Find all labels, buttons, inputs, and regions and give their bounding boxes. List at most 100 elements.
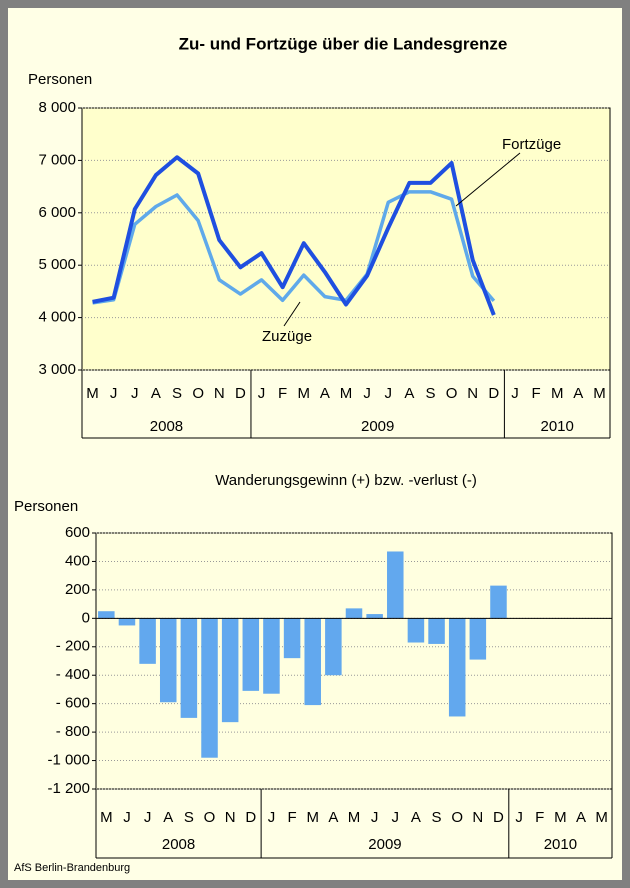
bar bbox=[139, 618, 156, 664]
x-group-label: 2008 bbox=[150, 418, 183, 435]
x-tick-label: M bbox=[348, 809, 361, 826]
bar bbox=[490, 585, 507, 619]
x-tick-label: N bbox=[472, 809, 483, 826]
chart-title: Wanderungsgewinn (+) bzw. -verlust (-) bbox=[215, 472, 477, 489]
bar bbox=[180, 618, 198, 718]
label-leader bbox=[455, 152, 521, 207]
x-group-label: 2008 bbox=[162, 836, 195, 853]
x-tick-label: A bbox=[163, 809, 173, 826]
x-tick-label: A bbox=[320, 385, 330, 402]
x-tick-label: O bbox=[451, 809, 463, 826]
x-tick-label: O bbox=[446, 385, 458, 402]
y-tick-label: 4 000 bbox=[38, 309, 76, 326]
x-tick-label: M bbox=[551, 385, 564, 402]
x-tick-label: M bbox=[306, 809, 319, 826]
chart-title: Zu- und Fortzüge über die Landesgrenze bbox=[179, 34, 508, 53]
x-tick-label: A bbox=[151, 385, 161, 402]
legend-label: Fortzüge bbox=[502, 136, 561, 153]
bar bbox=[201, 618, 218, 758]
x-tick-label: D bbox=[488, 385, 499, 402]
x-group-label: 2010 bbox=[541, 418, 574, 435]
y-tick-label: 600 bbox=[65, 524, 90, 541]
x-tick-label: J bbox=[363, 385, 371, 402]
bar bbox=[345, 608, 363, 619]
bar bbox=[242, 618, 260, 691]
x-group-label: 2010 bbox=[544, 836, 577, 853]
x-tick-label: J bbox=[110, 385, 118, 402]
bar bbox=[407, 618, 425, 643]
x-tick-label: M bbox=[340, 385, 353, 402]
x-tick-label: N bbox=[467, 385, 478, 402]
x-tick-label: J bbox=[123, 809, 131, 826]
y-tick-label: 0 bbox=[82, 609, 90, 626]
bar bbox=[221, 618, 239, 723]
y-tick-label: 6 000 bbox=[38, 204, 76, 221]
x-tick-label: J bbox=[371, 809, 379, 826]
x-tick-label: M bbox=[298, 385, 311, 402]
x-tick-label: O bbox=[204, 809, 216, 826]
x-tick-label: F bbox=[287, 809, 296, 826]
x-tick-label: N bbox=[225, 809, 236, 826]
x-group-label: 2009 bbox=[368, 836, 401, 853]
x-tick-label: A bbox=[411, 809, 421, 826]
y-tick-label: -1 200 bbox=[47, 780, 90, 797]
x-tick-label: A bbox=[573, 385, 583, 402]
bar bbox=[387, 551, 404, 619]
bar bbox=[428, 618, 445, 644]
y-tick-label: 5 000 bbox=[38, 256, 76, 273]
bar bbox=[98, 611, 115, 619]
x-group-label: 2009 bbox=[361, 418, 394, 435]
x-tick-label: M bbox=[100, 809, 113, 826]
x-tick-label: A bbox=[404, 385, 414, 402]
x-tick-label: J bbox=[515, 809, 523, 826]
x-tick-label: S bbox=[184, 809, 194, 826]
x-tick-label: J bbox=[144, 809, 152, 826]
bar bbox=[469, 618, 487, 660]
bar bbox=[304, 618, 321, 706]
x-tick-label: J bbox=[392, 809, 400, 826]
bar bbox=[118, 618, 136, 626]
x-tick-label: J bbox=[258, 385, 266, 402]
x-tick-label: D bbox=[235, 385, 246, 402]
y-tick-label: 400 bbox=[65, 552, 90, 569]
x-tick-label: J bbox=[131, 385, 139, 402]
x-tick-label: M bbox=[593, 385, 606, 402]
y-tick-label: 200 bbox=[65, 581, 90, 598]
x-tick-label: S bbox=[425, 385, 435, 402]
x-tick-label: D bbox=[493, 809, 504, 826]
plot-area bbox=[81, 107, 611, 371]
bar bbox=[263, 618, 280, 694]
y-axis-label: Personen bbox=[14, 498, 78, 515]
y-tick-label: 8 000 bbox=[38, 99, 76, 116]
legend-label: Zuzüge bbox=[262, 328, 312, 345]
x-tick-label: J bbox=[268, 809, 276, 826]
x-tick-label: M bbox=[86, 385, 99, 402]
footer: AfS Berlin-Brandenburg bbox=[14, 862, 130, 874]
x-tick-label: F bbox=[535, 809, 544, 826]
x-tick-label: J bbox=[511, 385, 519, 402]
x-tick-label: M bbox=[595, 809, 608, 826]
bar bbox=[448, 618, 466, 717]
bar bbox=[366, 614, 383, 619]
x-tick-label: J bbox=[384, 385, 392, 402]
y-tick-label: 3 000 bbox=[38, 361, 76, 378]
x-tick-label: A bbox=[576, 809, 586, 826]
y-tick-label: - 800 bbox=[56, 723, 90, 740]
x-tick-label: A bbox=[328, 809, 338, 826]
line-series bbox=[92, 155, 496, 316]
y-tick-label: 7 000 bbox=[38, 151, 76, 168]
x-tick-label: S bbox=[172, 385, 182, 402]
y-axis-label: Personen bbox=[28, 71, 92, 88]
bar bbox=[283, 618, 301, 659]
x-tick-label: M bbox=[554, 809, 567, 826]
x-tick-label: F bbox=[531, 385, 540, 402]
y-tick-label: - 200 bbox=[56, 638, 90, 655]
label-leader bbox=[283, 301, 301, 327]
x-tick-label: D bbox=[245, 809, 256, 826]
x-tick-label: N bbox=[214, 385, 225, 402]
bar bbox=[325, 618, 342, 676]
x-tick-label: O bbox=[192, 385, 204, 402]
y-tick-label: - 600 bbox=[56, 695, 90, 712]
